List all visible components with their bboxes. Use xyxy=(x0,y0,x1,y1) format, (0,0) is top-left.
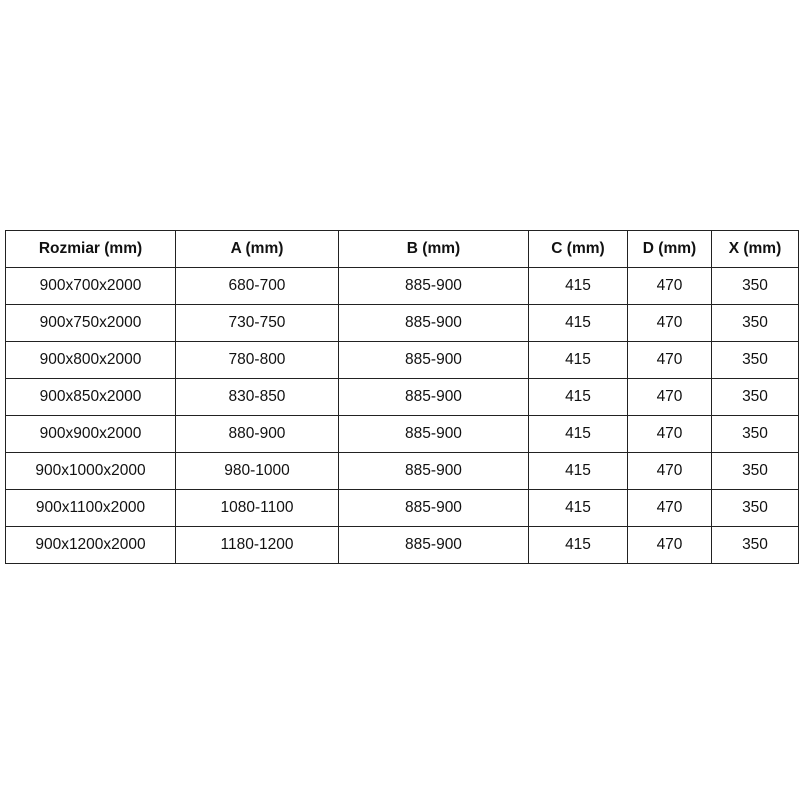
table-cell: 885-900 xyxy=(338,267,529,305)
column-header: C (mm) xyxy=(528,230,628,268)
table-cell: 470 xyxy=(627,415,712,453)
table-cell: 885-900 xyxy=(338,415,529,453)
table-cell: 900x1200x2000 xyxy=(5,526,176,564)
table-cell: 350 xyxy=(711,378,799,416)
column-header: Rozmiar (mm) xyxy=(5,230,176,268)
column-header: A (mm) xyxy=(175,230,339,268)
table-cell: 885-900 xyxy=(338,304,529,342)
table-cell: 900x750x2000 xyxy=(5,304,176,342)
table-cell: 900x850x2000 xyxy=(5,378,176,416)
table-row: 900x1200x2000 1180-1200 885-900 415 470 350 xyxy=(5,526,799,564)
table-cell: 470 xyxy=(627,452,712,490)
table-cell: 980-1000 xyxy=(175,452,339,490)
table-cell: 730-750 xyxy=(175,304,339,342)
column-header: B (mm) xyxy=(338,230,529,268)
table-row: 900x1100x2000 1080-1100 885-900 415 470 350 xyxy=(5,489,799,527)
table-cell: 900x1100x2000 xyxy=(5,489,176,527)
table-cell: 470 xyxy=(627,378,712,416)
table-cell: 350 xyxy=(711,341,799,379)
table-cell: 900x1000x2000 xyxy=(5,452,176,490)
table-cell: 415 xyxy=(528,526,628,564)
table-row: 900x750x2000 730-750 885-900 415 470 350 xyxy=(5,304,799,342)
table-cell: 470 xyxy=(627,267,712,305)
table-cell: 415 xyxy=(528,378,628,416)
table-cell: 415 xyxy=(528,452,628,490)
table-cell: 470 xyxy=(627,489,712,527)
table-cell: 900x800x2000 xyxy=(5,341,176,379)
table-cell: 350 xyxy=(711,526,799,564)
table-cell: 415 xyxy=(528,415,628,453)
table-cell: 350 xyxy=(711,304,799,342)
table-cell: 415 xyxy=(528,267,628,305)
column-header: D (mm) xyxy=(627,230,712,268)
table-cell: 1080-1100 xyxy=(175,489,339,527)
table-cell: 470 xyxy=(627,526,712,564)
table-row: 900x850x2000 830-850 885-900 415 470 350 xyxy=(5,378,799,416)
dimensions-table: Rozmiar (mm) A (mm) B (mm) C (mm) D (mm) X (m… xyxy=(5,230,799,564)
table-cell: 470 xyxy=(627,341,712,379)
table-cell: 885-900 xyxy=(338,378,529,416)
table-cell: 1180-1200 xyxy=(175,526,339,564)
table-row: 900x1000x2000 980-1000 885-900 415 470 350 xyxy=(5,452,799,490)
table-cell: 415 xyxy=(528,341,628,379)
table-cell: 470 xyxy=(627,304,712,342)
column-header: X (mm) xyxy=(711,230,799,268)
table-cell: 900x700x2000 xyxy=(5,267,176,305)
table-cell: 415 xyxy=(528,489,628,527)
table-cell: 350 xyxy=(711,489,799,527)
header-row: Rozmiar (mm) A (mm) B (mm) C (mm) D (mm) X (m… xyxy=(5,230,799,268)
table-row: 900x900x2000 880-900 885-900 415 470 350 xyxy=(5,415,799,453)
table-cell: 780-800 xyxy=(175,341,339,379)
table-row: 900x700x2000 680-700 885-900 415 470 350 xyxy=(5,267,799,305)
table-cell: 680-700 xyxy=(175,267,339,305)
table-cell: 350 xyxy=(711,452,799,490)
table-cell: 885-900 xyxy=(338,526,529,564)
table-cell: 350 xyxy=(711,267,799,305)
table-cell: 415 xyxy=(528,304,628,342)
table-cell: 830-850 xyxy=(175,378,339,416)
table-cell: 880-900 xyxy=(175,415,339,453)
table-cell: 350 xyxy=(711,415,799,453)
table-cell: 885-900 xyxy=(338,341,529,379)
table-row: 900x800x2000 780-800 885-900 415 470 350 xyxy=(5,341,799,379)
table-cell: 900x900x2000 xyxy=(5,415,176,453)
table-cell: 885-900 xyxy=(338,452,529,490)
table-cell: 885-900 xyxy=(338,489,529,527)
